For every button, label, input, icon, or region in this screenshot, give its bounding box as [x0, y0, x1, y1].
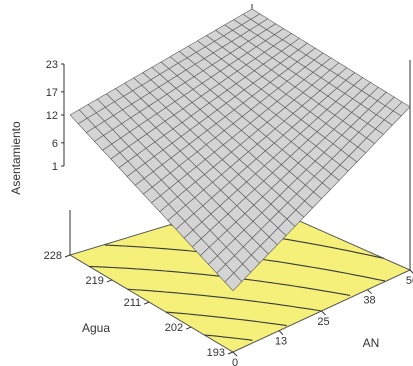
y-axis-label: Agua: [82, 321, 110, 335]
x-axis-label: AN: [363, 336, 380, 350]
contour-line-0: [204, 334, 253, 341]
y-tick-mark: [143, 301, 150, 305]
y-tick-mark: [227, 351, 234, 355]
contour-line-1: [165, 311, 287, 327]
x-tick-mark: [278, 330, 284, 336]
x-tick-label: 0: [232, 357, 238, 366]
y-tick-label: 228: [44, 250, 62, 262]
y-tick-mark: [106, 279, 113, 283]
x-tick-label: 38: [363, 295, 375, 307]
tick-labels: 1 6 12 17 23 193 202 211 219 228 0 13 25 38 50: [44, 59, 413, 366]
y-tick-label: 211: [124, 297, 142, 309]
surface-cell: [224, 272, 243, 292]
y-tick-label: 193: [207, 347, 225, 359]
x-tick-mark: [409, 269, 413, 274]
z-tick-label: 23: [46, 59, 58, 71]
response-surface: [69, 8, 411, 292]
y-tick-mark: [185, 326, 192, 330]
z-tick-label: 1: [52, 161, 58, 173]
x-tick-label: 25: [317, 316, 329, 328]
y-tick-label: 202: [165, 322, 183, 334]
z-tick-label: 12: [46, 110, 58, 122]
x-tick-label: 13: [275, 336, 287, 348]
z-tick-label: 6: [52, 138, 58, 150]
z-tick-label: 17: [46, 87, 58, 99]
x-tick-mark: [321, 310, 326, 316]
y-tick-label: 219: [86, 275, 104, 287]
x-tick-label: 50: [406, 275, 413, 287]
contour-line-2: [127, 288, 322, 312]
contour-line-3: [89, 265, 351, 296]
x-tick-mark: [367, 289, 372, 295]
z-axis-label: Asentamiento: [9, 121, 23, 195]
y-tick-mark: [64, 254, 71, 258]
x-tick-mark: [232, 351, 238, 357]
